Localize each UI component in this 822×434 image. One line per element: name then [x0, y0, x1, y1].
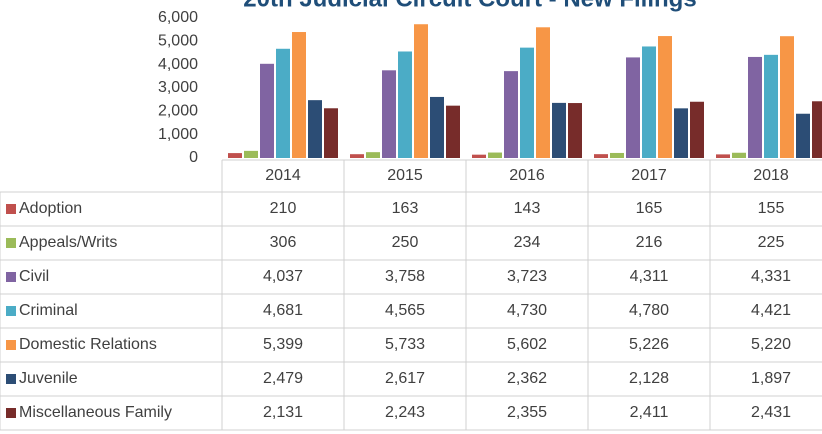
- table-value: 2,243: [385, 404, 425, 421]
- table-value: 163: [392, 200, 419, 217]
- table-value: 210: [270, 200, 297, 217]
- bar: [764, 54, 778, 158]
- table-value: 4,565: [385, 302, 425, 319]
- bar: [658, 36, 672, 159]
- table-value: 2,131: [263, 404, 303, 421]
- legend-label: Criminal: [19, 302, 78, 319]
- y-tick-label: 0: [189, 149, 198, 166]
- legend-key: [6, 272, 16, 282]
- legend-key: [6, 238, 16, 248]
- bar: [520, 47, 534, 159]
- bar: [324, 108, 338, 158]
- bar: [812, 101, 822, 158]
- legend-label: Domestic Relations: [19, 336, 157, 353]
- bar: [308, 100, 322, 158]
- chart-title: 20th Judicial Circuit Court - New Filing…: [243, 0, 696, 12]
- table-value: 155: [758, 200, 785, 217]
- table-value: 2,128: [629, 370, 669, 387]
- bar: [568, 103, 582, 158]
- bar: [610, 152, 624, 158]
- table-value: 234: [514, 234, 541, 251]
- bar: [748, 56, 762, 159]
- table-value: 5,220: [751, 336, 791, 353]
- bar: [228, 153, 242, 158]
- y-tick-label: 2,000: [158, 103, 198, 120]
- table-value: 2,617: [385, 370, 425, 387]
- bar: [488, 152, 502, 158]
- legend-key: [6, 340, 16, 350]
- table-value: 216: [636, 234, 663, 251]
- table-value: 1,897: [751, 370, 791, 387]
- bar: [446, 105, 460, 158]
- bar: [642, 46, 656, 158]
- table-value: 2,431: [751, 404, 791, 421]
- bar: [780, 36, 794, 159]
- legend-key: [6, 204, 16, 214]
- bar: [796, 113, 810, 158]
- bar: [398, 51, 412, 158]
- bar: [732, 152, 746, 158]
- table-value: 4,311: [630, 268, 669, 285]
- legend-label: Miscellaneous Family: [19, 404, 172, 421]
- y-tick-label: 5,000: [158, 33, 198, 50]
- bar: [244, 150, 258, 158]
- bar: [366, 152, 380, 158]
- y-tick-label: 6,000: [158, 9, 198, 26]
- bar: [690, 101, 704, 158]
- table-value: 4,681: [263, 302, 303, 319]
- table-value: 2,362: [507, 370, 547, 387]
- bar: [414, 24, 428, 159]
- table-value: 225: [758, 234, 785, 251]
- legend-label: Appeals/Writs: [19, 234, 117, 251]
- table-value: 165: [636, 200, 663, 217]
- table-value: 4,421: [751, 302, 791, 319]
- table-value: 5,602: [507, 336, 547, 353]
- bar: [430, 96, 444, 158]
- bar: [552, 102, 566, 158]
- bar: [292, 32, 306, 159]
- legend-label: Civil: [19, 268, 49, 285]
- bar: [260, 63, 274, 159]
- x-tick-label: 2014: [265, 167, 301, 184]
- bar: [594, 154, 608, 158]
- bar: [276, 48, 290, 158]
- bar: [674, 108, 688, 158]
- table-value: 2,479: [263, 370, 303, 387]
- bar: [382, 70, 396, 158]
- table-value: 3,723: [507, 268, 547, 285]
- bar: [472, 154, 486, 158]
- legend-label: Adoption: [19, 200, 82, 217]
- table-value: 143: [514, 200, 541, 217]
- x-tick-label: 2016: [509, 167, 545, 184]
- table-value: 4,331: [751, 268, 791, 285]
- table-value: 4,730: [507, 302, 547, 319]
- legend-key: [6, 374, 16, 384]
- y-tick-label: 4,000: [158, 56, 198, 73]
- table-value: 3,758: [385, 268, 425, 285]
- bar: [350, 154, 364, 158]
- table-value: 5,399: [263, 336, 303, 353]
- table-value: 5,226: [629, 336, 669, 353]
- table-value: 306: [270, 234, 297, 251]
- legend-label: Juvenile: [19, 370, 78, 387]
- bar: [504, 71, 518, 158]
- table-value: 5,733: [385, 336, 425, 353]
- x-tick-label: 2017: [631, 167, 667, 184]
- table-value: 4,037: [263, 268, 303, 285]
- bar: [716, 154, 730, 158]
- table-value: 250: [392, 234, 419, 251]
- x-tick-label: 2018: [753, 167, 789, 184]
- table-value: 4,780: [629, 302, 669, 319]
- legend-key: [6, 408, 16, 418]
- bar: [536, 27, 550, 158]
- x-tick-label: 2015: [387, 167, 423, 184]
- legend-key: [6, 306, 16, 316]
- table-value: 2,411: [630, 404, 669, 421]
- table-value: 2,355: [507, 404, 547, 421]
- y-tick-label: 1,000: [158, 126, 198, 143]
- y-tick-label: 3,000: [158, 79, 198, 96]
- bar: [626, 57, 640, 158]
